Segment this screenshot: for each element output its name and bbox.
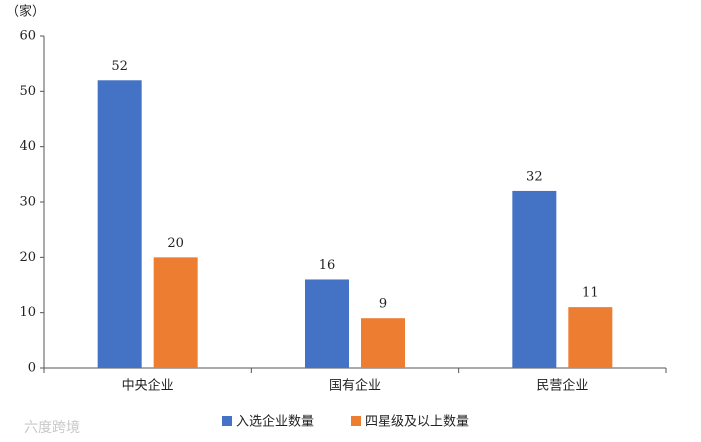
y-tick-label: 0 [28, 361, 36, 376]
legend-swatch [351, 416, 361, 426]
legend-label: 入选企业数量 [236, 414, 314, 430]
data-label: 52 [111, 59, 128, 74]
x-tick-label: 民营企业 [536, 378, 588, 394]
y-tick-label: 10 [19, 305, 36, 320]
data-label: 9 [379, 297, 387, 312]
legend-swatch [222, 416, 232, 426]
bar [361, 318, 405, 368]
bar [153, 257, 198, 368]
data-label: 32 [526, 169, 543, 184]
y-tick-label: 60 [19, 29, 36, 44]
legend-label: 四星级及以上数量 [365, 415, 469, 430]
bar [568, 307, 613, 368]
data-label: 16 [319, 258, 336, 273]
y-tick-label: 40 [19, 139, 36, 154]
bar [305, 279, 349, 368]
bar [97, 80, 142, 369]
y-tick-label: 50 [19, 84, 36, 99]
x-tick-label: 国有企业 [329, 378, 381, 394]
y-axis-label: （家） [6, 4, 45, 20]
x-tick-label: 中央企业 [122, 378, 174, 394]
bar [512, 190, 557, 368]
data-label: 20 [167, 236, 184, 251]
data-label: 11 [582, 286, 599, 301]
y-tick-label: 30 [19, 195, 36, 210]
y-tick-label: 20 [19, 250, 36, 265]
watermark: 六度跨境 [24, 420, 80, 436]
